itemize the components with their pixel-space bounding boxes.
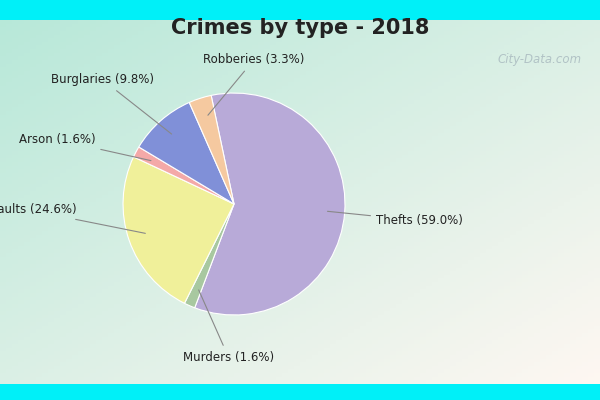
Wedge shape xyxy=(134,147,234,204)
Wedge shape xyxy=(184,204,234,308)
Wedge shape xyxy=(123,157,234,303)
Text: Arson (1.6%): Arson (1.6%) xyxy=(19,133,151,161)
Text: Crimes by type - 2018: Crimes by type - 2018 xyxy=(171,18,429,38)
Text: Thefts (59.0%): Thefts (59.0%) xyxy=(328,211,463,227)
Text: City-Data.com: City-Data.com xyxy=(498,53,582,66)
Text: Assaults (24.6%): Assaults (24.6%) xyxy=(0,203,145,233)
Wedge shape xyxy=(189,96,234,204)
Wedge shape xyxy=(195,93,345,315)
Text: Robberies (3.3%): Robberies (3.3%) xyxy=(203,53,305,115)
Text: Murders (1.6%): Murders (1.6%) xyxy=(183,290,274,364)
Text: Burglaries (9.8%): Burglaries (9.8%) xyxy=(51,73,172,134)
Wedge shape xyxy=(139,102,234,204)
